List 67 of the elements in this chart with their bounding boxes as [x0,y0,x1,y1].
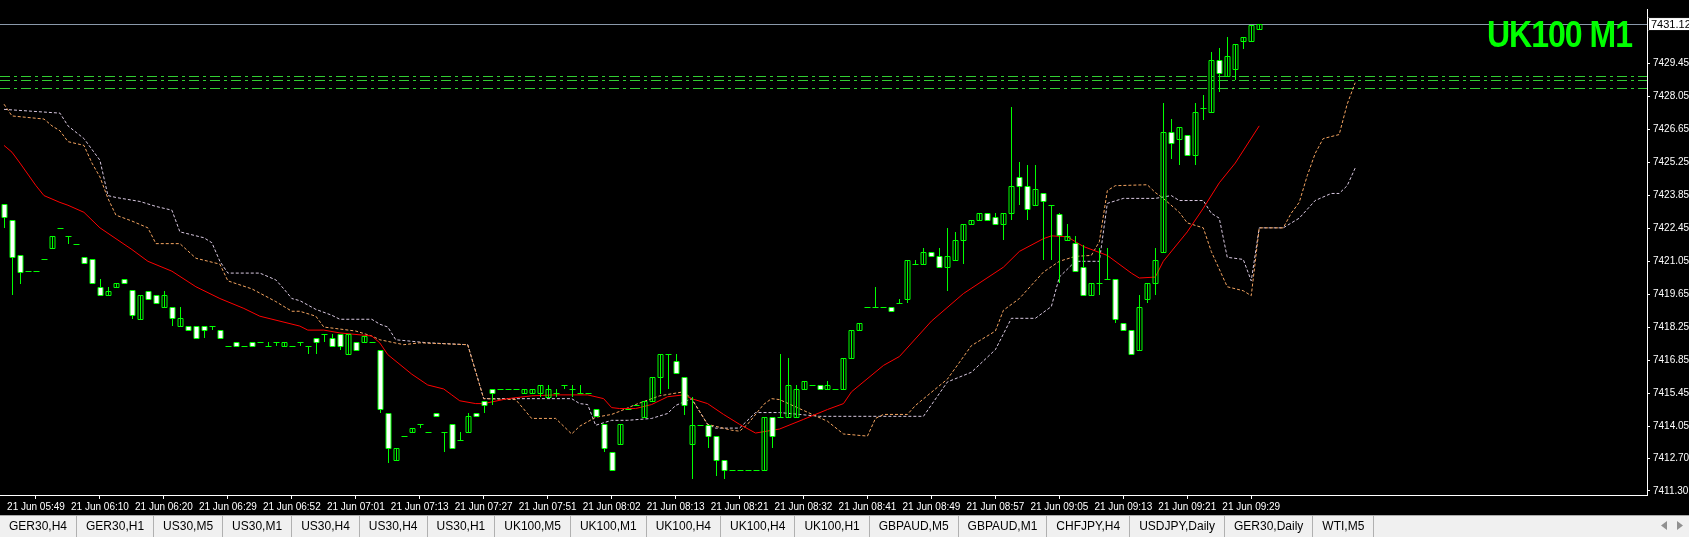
text: GBPAUD,M5 [869,516,959,537]
y-tick-label: 7415.45 [1653,386,1689,398]
x-tick-label: 21 Jun 06:20 [134,500,194,512]
x-tick-label: 21 Jun 09:21 [1158,500,1217,512]
x-tick-label: 21 Jun 08:41 [838,500,897,512]
y-tick-label: 7412.70 [1653,451,1689,463]
y-tick-label: 7426.65 [1653,123,1689,135]
x-tick-label: 21 Jun 09:13 [1094,500,1153,512]
text: CHFJPY,H4 [1047,516,1131,537]
x-tick-label: 21 Jun 07:51 [518,500,578,512]
candlestick [872,286,879,308]
x-tick-label: 21 Jun 07:01 [326,500,386,512]
candlestick [265,341,272,347]
x-tick-label: 21 Jun 09:29 [1222,500,1281,512]
candlestick [1064,223,1071,241]
candlestick [617,423,624,445]
candlestick [569,384,576,398]
text: GER30,H1 [77,516,155,537]
x-tick-label: 21 Jun 05:49 [7,500,66,512]
x-tick-label: 21 Jun 08:21 [710,500,769,512]
candlestick [457,431,464,441]
x-tick-label: 21 Jun 06:10 [71,500,130,512]
x-tick-label: 21 Jun 08:13 [646,500,705,512]
y-tick-label: 7418.25 [1653,321,1689,333]
candlestick [1096,247,1103,296]
y-tick-label: 7416.85 [1653,354,1689,365]
candlestick [904,259,911,304]
y-tick-label: 7423.85 [1653,189,1689,201]
candlestick [665,353,672,390]
chart-title: UK100 M1 [1487,13,1632,56]
y-tick-label: 7421.05 [1653,255,1689,267]
text: GER30,Daily [1224,516,1314,537]
candlestick [896,298,903,304]
text: US30,M1 [223,516,293,537]
x-tick-label: 21 Jun 09:05 [1030,500,1089,512]
candlestick [689,396,696,480]
text: US30,M5 [154,516,224,537]
candlestick [1048,204,1055,261]
y-tick-label: 7428.05 [1653,90,1689,102]
text: UK100,M5 [495,516,571,537]
y-tick-label: 7411.30 [1653,484,1689,496]
text: UK100,H1 [795,516,870,537]
x-tick-label: 21 Jun 08:32 [774,500,833,512]
x-tick-label: 21 Jun 08:49 [902,500,961,512]
text: UK100,H4 [721,516,796,537]
text: US30,H4 [359,516,428,537]
y-tick-label: 7429.45 [1653,57,1689,69]
text: UK100,M1 [570,516,647,537]
y-tick-label: 7414.05 [1653,419,1689,431]
x-tick-label: 21 Jun 06:29 [198,500,258,512]
candlestick [49,235,56,249]
text: WTI,M5 [1313,516,1375,537]
text: US30,H4 [292,516,360,537]
text: UK100,H4 [646,516,722,537]
text: USDJPY,Daily [1130,516,1225,537]
candlestick [577,384,584,394]
x-tick-label: 21 Jun 08:02 [582,500,641,512]
x-tick-label: 21 Jun 07:27 [454,500,514,512]
text: GER30,H4 [0,516,78,537]
x-tick-label: 21 Jun 06:52 [262,500,322,512]
y-tick-label: 7419.65 [1653,288,1689,300]
y-tick-label: 7422.45 [1653,222,1689,234]
text: GBPAUD,M1 [958,516,1048,537]
x-tick-label: 21 Jun 08:57 [966,500,1025,512]
y-tick-label: 7425.25 [1653,156,1689,168]
x-tick-label: 21 Jun 07:13 [390,500,450,512]
text: US30,H1 [427,516,496,537]
